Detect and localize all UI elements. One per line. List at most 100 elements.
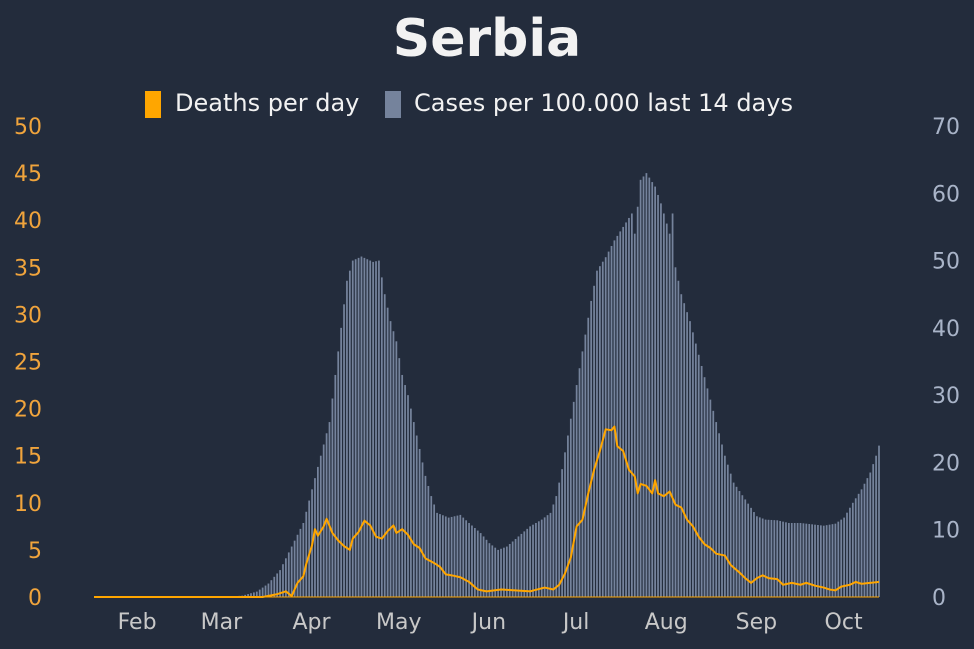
cases-bar xyxy=(383,294,386,597)
cases-bar xyxy=(671,213,674,597)
cases-bar xyxy=(567,435,569,597)
x-axis-tick-label: Apr xyxy=(292,610,331,635)
cases-bar xyxy=(442,515,444,597)
cases-bar xyxy=(462,517,465,597)
cases-bar xyxy=(665,223,668,597)
left-axis-tick-label: 25 xyxy=(14,351,42,376)
cases-bar xyxy=(581,351,584,597)
cases-bar xyxy=(569,418,572,597)
right-axis-tick-label: 40 xyxy=(932,317,960,342)
cases-bar xyxy=(555,496,558,597)
cases-bar xyxy=(244,594,247,597)
cases-bar xyxy=(302,522,305,597)
cases-bar xyxy=(875,455,877,597)
cases-bar xyxy=(633,233,636,597)
cases-bar xyxy=(549,512,552,597)
cases-bar xyxy=(357,257,360,597)
cases-bar xyxy=(293,540,296,597)
cases-bar xyxy=(511,541,514,597)
cases-bar xyxy=(386,307,389,597)
cases-bar xyxy=(296,534,299,597)
legend: Deaths per day Cases per 100.000 last 14… xyxy=(145,89,793,118)
cases-bar xyxy=(354,259,357,597)
cases-bar xyxy=(572,401,575,597)
cases-bar xyxy=(703,377,706,597)
cases-bar xyxy=(811,524,813,597)
cases-bar xyxy=(325,433,328,597)
right-axis-tick-label: 50 xyxy=(932,250,960,275)
cases-bar xyxy=(564,452,566,597)
x-axis-tick-label: Mar xyxy=(201,610,243,635)
cases-bar xyxy=(410,408,412,597)
cases-bar xyxy=(276,573,279,597)
cases-bar xyxy=(657,194,659,597)
cases-bar xyxy=(258,589,261,597)
cases-bar xyxy=(264,585,267,597)
cases-bar xyxy=(421,462,424,597)
cases-bar xyxy=(712,410,715,597)
cases-bar xyxy=(790,522,793,597)
cases-bar xyxy=(697,354,700,597)
x-axis-tick-label: Jun xyxy=(470,610,506,635)
cases-bar xyxy=(468,522,470,597)
cases-bar xyxy=(375,261,377,597)
cases-bar xyxy=(497,549,499,597)
cases-bar xyxy=(593,285,595,597)
cases-bar xyxy=(453,516,456,597)
cases-bar xyxy=(561,469,563,597)
cases-bar xyxy=(404,385,406,597)
cases-bar xyxy=(587,317,590,597)
cases-bar xyxy=(715,422,718,597)
right-axis-tick-label: 10 xyxy=(932,519,960,544)
cases-bar xyxy=(596,270,598,597)
cases-bar xyxy=(261,587,264,597)
cases-bar xyxy=(584,334,587,597)
cases-bar xyxy=(814,524,816,597)
cases-bar xyxy=(270,580,273,597)
cases-bar xyxy=(785,522,787,597)
cases-bar xyxy=(415,435,418,597)
cases-bar xyxy=(540,519,543,597)
cases-bar xyxy=(322,444,325,597)
cases-bar xyxy=(628,217,630,597)
legend-deaths-label: Deaths per day xyxy=(175,89,359,117)
cases-bar xyxy=(613,240,616,597)
cases-bar xyxy=(290,546,293,597)
legend-cases-label: Cases per 100.000 last 14 days xyxy=(414,89,793,117)
cases-bar xyxy=(401,374,404,597)
cases-bar xyxy=(753,512,755,597)
cases-bar xyxy=(819,525,822,597)
cases-bar xyxy=(799,522,802,597)
cases-bar xyxy=(508,544,511,597)
cases-bar xyxy=(282,564,284,597)
cases-bar xyxy=(578,368,581,597)
cases-bar xyxy=(782,521,784,597)
legend-deaths-swatch xyxy=(145,91,161,118)
cases-bar xyxy=(869,472,872,597)
cases-bar xyxy=(750,507,752,597)
cases-bar xyxy=(817,525,819,597)
cases-bar xyxy=(741,495,744,597)
cases-bar xyxy=(273,576,276,597)
cases-bar xyxy=(773,520,776,597)
cases-bar xyxy=(398,358,401,597)
cases-bar xyxy=(738,491,741,597)
cases-bar xyxy=(253,592,255,597)
cases-bar xyxy=(279,570,281,597)
left-axis-tick-label: 45 xyxy=(14,162,42,187)
cases-bar xyxy=(424,475,427,597)
cases-bar xyxy=(317,466,319,597)
cases-bar xyxy=(380,277,383,597)
cases-bar xyxy=(459,514,462,597)
cases-bar xyxy=(412,422,415,597)
cases-bar xyxy=(834,523,837,597)
cases-bar xyxy=(616,235,619,597)
right-axis-tick-label: 30 xyxy=(932,384,960,409)
cases-bar xyxy=(610,245,613,598)
cases-bar xyxy=(523,531,526,597)
left-axis-tick-label: 15 xyxy=(14,445,42,470)
cases-bar xyxy=(537,521,540,597)
cases-bar xyxy=(575,385,578,597)
cases-bar xyxy=(642,176,645,597)
cases-bar xyxy=(447,517,450,597)
